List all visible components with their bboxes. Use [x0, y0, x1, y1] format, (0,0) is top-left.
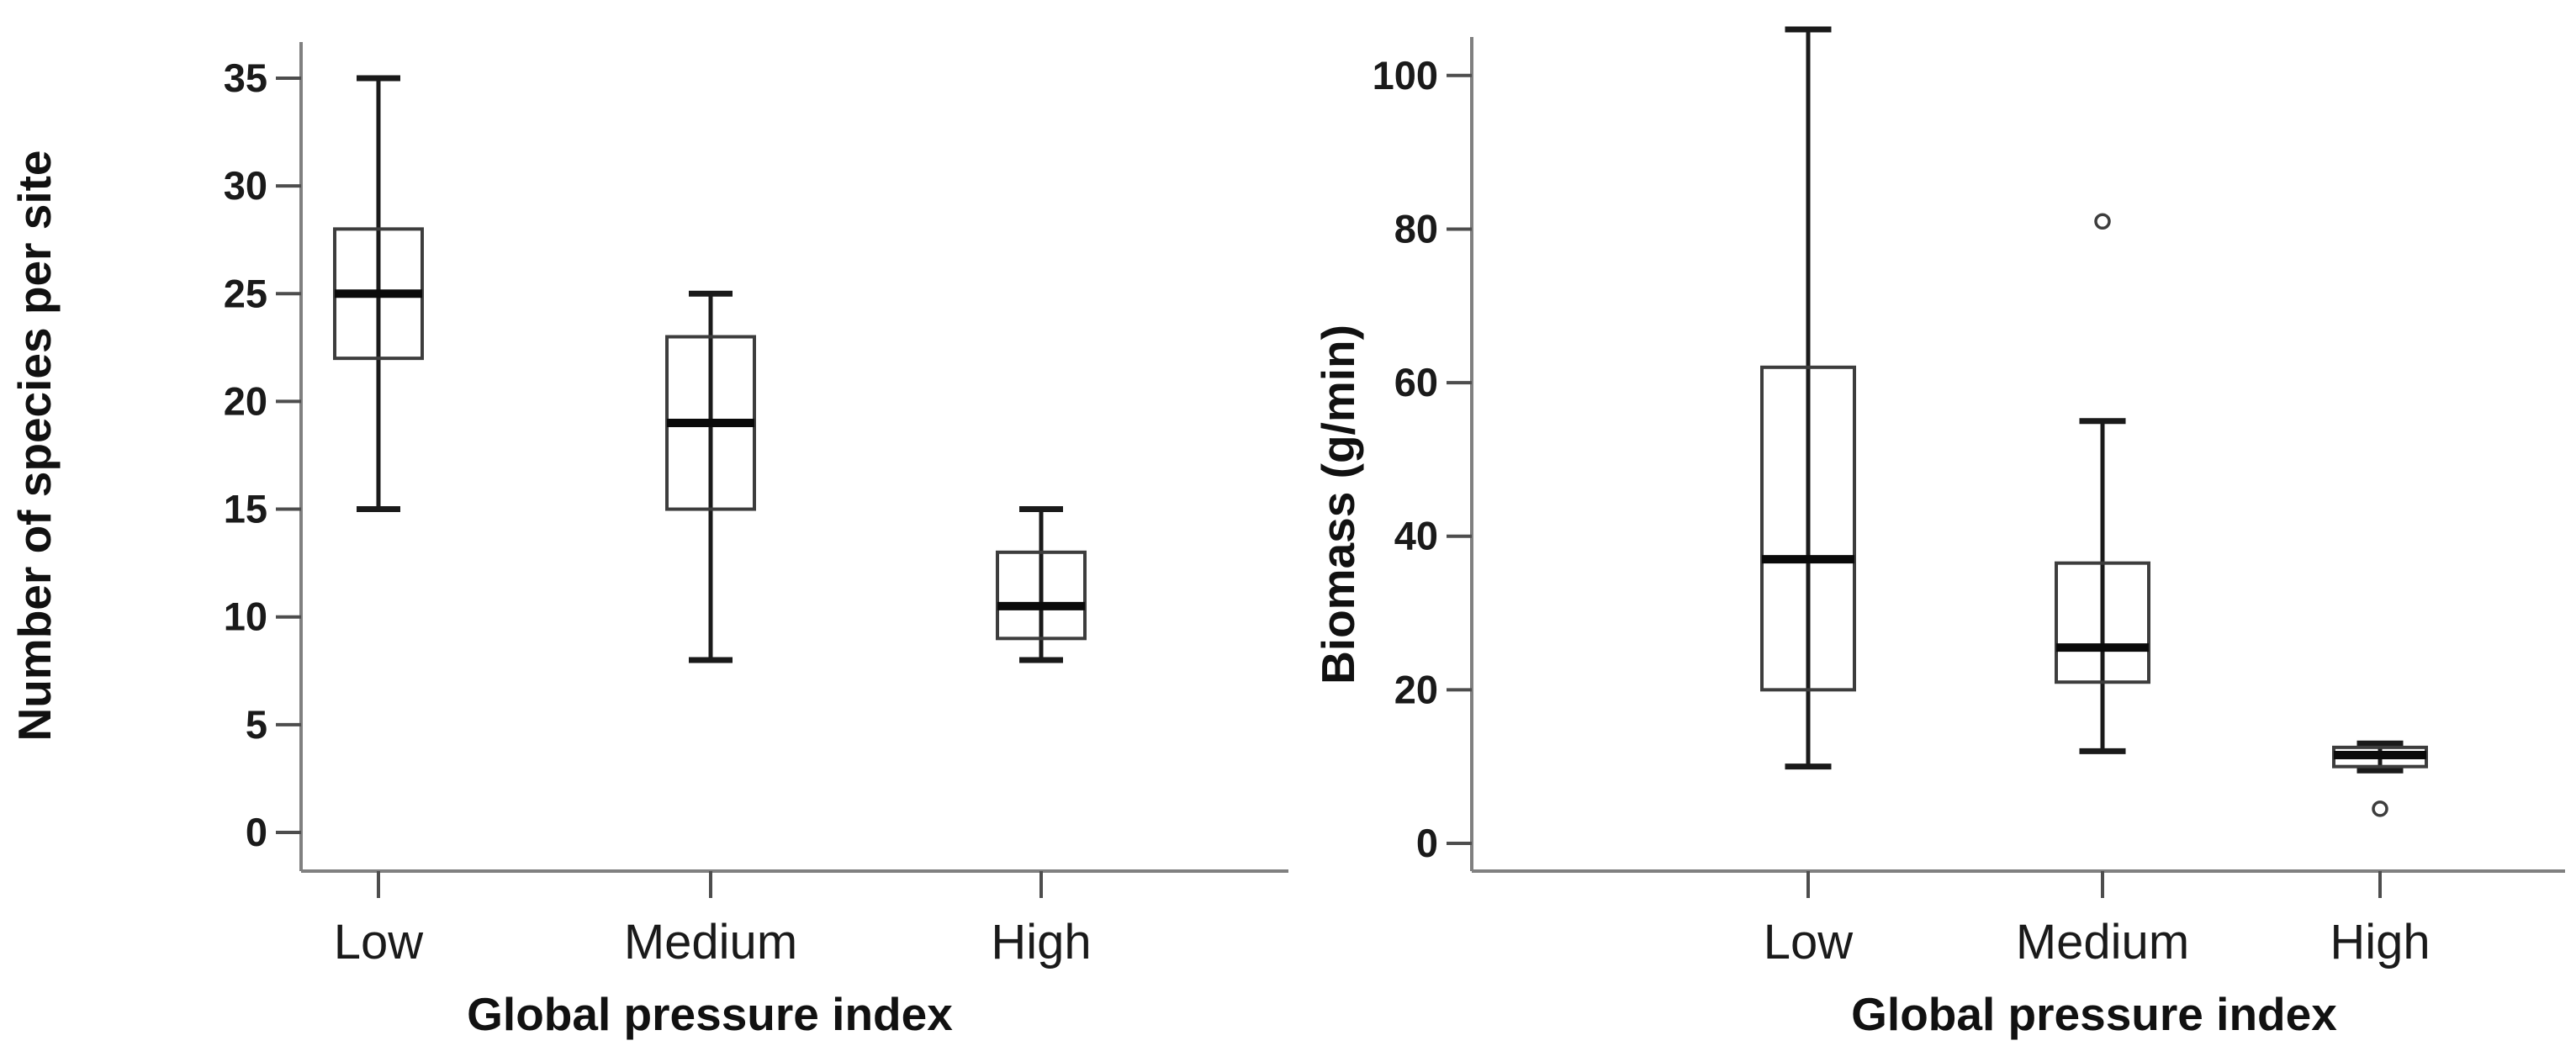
y-tick-label: 35	[224, 55, 267, 100]
boxplot-medium	[2055, 213, 2150, 754]
x-axis-title: Global pressure index	[467, 988, 953, 1040]
y-tick-label: 10	[224, 594, 267, 639]
category-label-medium: Medium	[624, 915, 797, 969]
biomass-boxplot: 0 20 40 60 80 100 Low Medium High Biomass (g/min)…	[1312, 26, 2565, 1040]
y-tick-label: 30	[224, 163, 267, 208]
y-tick-label: 25	[224, 271, 267, 315]
boxplot-high	[996, 506, 1087, 663]
iqr-box	[2055, 561, 2150, 684]
boxplot-high	[2332, 740, 2428, 817]
iqr-box	[1760, 365, 1856, 692]
boxplot-low	[333, 75, 424, 513]
species-boxplot: 0 5 10 15 20 25 30 35 Low Medium High Number of spe…	[8, 42, 1288, 1040]
category-label-medium: Medium	[2016, 915, 2189, 969]
category-label-high: High	[2330, 915, 2430, 969]
y-tick-label: 100	[1373, 53, 1438, 98]
iqr-box	[996, 550, 1087, 641]
y-tick-label: 0	[1416, 821, 1438, 865]
y-tick-label: 20	[1394, 667, 1438, 711]
boxplot-medium	[665, 290, 756, 663]
category-label-high: High	[991, 915, 1091, 969]
species-panel: 0 5 10 15 20 25 30 35 Low Medium High Number of spe…	[8, 42, 1288, 1040]
y-tick-label: 15	[224, 487, 267, 531]
outlier-point	[2372, 800, 2388, 817]
y-tick-label: 0	[246, 810, 267, 854]
category-label-low: Low	[334, 915, 425, 969]
y-tick-label: 40	[1394, 514, 1438, 558]
y-tick-label: 20	[224, 378, 267, 423]
y-tick-label: 60	[1394, 360, 1438, 404]
category-label-low: Low	[1764, 915, 1854, 969]
y-axis-title: Number of species per site	[8, 150, 61, 741]
boxplot-low	[1760, 26, 1856, 770]
y-tick-label: 80	[1394, 206, 1438, 251]
outlier-point	[2094, 213, 2111, 230]
y-tick-label: 5	[246, 702, 267, 747]
y-axis-title: Biomass (g/min)	[1312, 325, 1364, 684]
x-axis-title: Global pressure index	[1851, 988, 2337, 1040]
biomass-panel: 0 20 40 60 80 100 Low Medium High Biomass (g/min)…	[1288, 0, 2576, 1046]
